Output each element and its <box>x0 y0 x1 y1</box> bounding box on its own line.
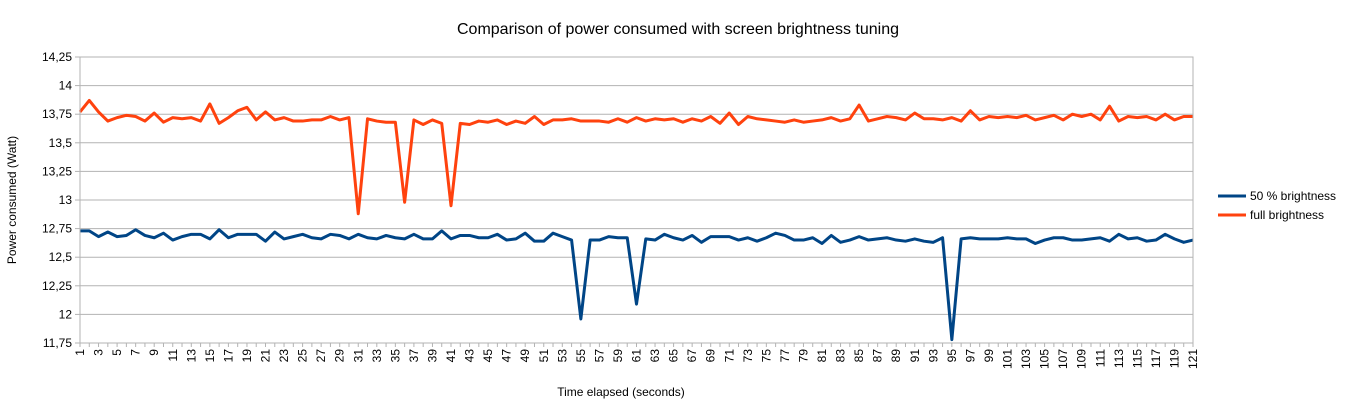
x-tick-label: 59 <box>611 349 625 363</box>
x-tick-label: 69 <box>704 349 718 363</box>
x-tick-label: 27 <box>314 349 328 363</box>
x-tick-label: 45 <box>481 349 495 363</box>
x-tick-label: 81 <box>815 349 829 363</box>
x-tick-label: 107 <box>1056 349 1070 369</box>
x-tick-label: 79 <box>796 349 810 363</box>
x-tick-label: 111 <box>1093 349 1107 368</box>
x-tick-label: 101 <box>1001 349 1015 369</box>
y-tick-label: 12,25 <box>42 279 72 293</box>
y-axis-label: Power consumed (Watt) <box>5 136 19 264</box>
x-tick-label: 63 <box>648 349 662 363</box>
x-tick-label: 121 <box>1186 349 1200 369</box>
x-tick-label: 49 <box>518 349 532 363</box>
y-tick-label: 14 <box>59 79 73 93</box>
x-tick-label: 73 <box>741 349 755 363</box>
x-tick-label: 109 <box>1075 349 1089 369</box>
x-tick-label: 113 <box>1112 349 1126 368</box>
x-tick-label: 99 <box>982 349 996 363</box>
plot-area-frame <box>79 56 1194 344</box>
y-tick-label: 12,5 <box>49 250 73 264</box>
x-tick-label: 23 <box>277 349 291 363</box>
x-tick-label: 35 <box>388 349 402 363</box>
x-tick-label: 97 <box>963 349 977 363</box>
x-tick-label: 55 <box>574 349 588 363</box>
x-tick-label: 31 <box>351 349 365 363</box>
x-tick-label: 7 <box>129 349 143 356</box>
x-tick-label: 61 <box>630 349 644 363</box>
x-axis-ticks: 1 3 5 7 9 11 13 15 17 19 21 23 25 27 29 31 33 35 37 39 41 43 4… <box>73 343 1200 369</box>
x-tick-label: 103 <box>1019 349 1033 369</box>
y-tick-label: 12,75 <box>42 222 72 236</box>
x-tick-label: 115 <box>1130 349 1144 368</box>
x-tick-label: 87 <box>871 349 885 363</box>
x-tick-label: 75 <box>759 349 773 363</box>
x-tick-label: 65 <box>667 349 681 363</box>
x-tick-label: 29 <box>333 349 347 363</box>
x-tick-label: 41 <box>444 349 458 363</box>
x-tick-label: 89 <box>889 349 903 363</box>
legend-label-50-brightness: 50 % brightness <box>1250 189 1336 203</box>
series-line-50-brightness <box>80 228 1194 342</box>
y-tick-label: 12 <box>59 307 73 321</box>
x-tick-label: 77 <box>778 349 792 363</box>
x-tick-label: 67 <box>685 349 699 363</box>
x-tick-label: 119 <box>1167 349 1181 368</box>
x-tick-label: 33 <box>370 349 384 363</box>
x-tick-label: 3 <box>92 349 106 356</box>
x-tick-label: 17 <box>221 349 235 363</box>
x-tick-label: 13 <box>184 349 198 363</box>
chart-title: Comparison of power consumed with screen… <box>457 21 899 38</box>
y-tick-label: 14,25 <box>42 50 72 64</box>
x-tick-label: 9 <box>147 349 161 356</box>
y-tick-label: 13,25 <box>42 164 72 178</box>
y-tick-label: 11,75 <box>43 336 72 350</box>
y-tick-label: 13,5 <box>49 136 73 150</box>
x-tick-label: 47 <box>500 349 514 363</box>
y-tick-label: 13 <box>59 193 73 207</box>
x-tick-label: 15 <box>203 349 217 363</box>
x-tick-label: 19 <box>240 349 254 363</box>
x-tick-label: 25 <box>296 349 310 363</box>
x-tick-label: 53 <box>555 349 569 363</box>
y-tick-label: 13,75 <box>42 107 72 121</box>
x-tick-label: 117 <box>1149 349 1163 368</box>
x-tick-label: 71 <box>722 349 736 363</box>
x-tick-label: 5 <box>110 349 124 356</box>
x-tick-label: 57 <box>592 349 606 363</box>
x-tick-label: 105 <box>1038 349 1052 369</box>
x-tick-label: 83 <box>834 349 848 363</box>
y-axis-ticks: 11,75 12 12,25 12,5 12,75 13 13,25 13,5 13,75 14 1… <box>42 50 80 350</box>
x-tick-label: 95 <box>945 349 959 363</box>
x-tick-label: 93 <box>926 349 940 363</box>
x-tick-label: 91 <box>908 349 922 363</box>
x-tick-label: 1 <box>73 349 87 356</box>
x-tick-label: 85 <box>852 349 866 363</box>
x-tick-label: 11 <box>166 349 180 362</box>
x-tick-label: 37 <box>407 349 421 363</box>
x-tick-label: 39 <box>425 349 439 363</box>
series-lines <box>78 98 1194 342</box>
x-tick-label: 43 <box>463 349 477 363</box>
legend-label-full-brightness: full brightness <box>1250 208 1324 222</box>
legend: 50 % brightness full brightness <box>1218 189 1336 222</box>
series-line-full-brightness <box>78 98 1193 216</box>
x-axis-label: Time elapsed (seconds) <box>557 385 685 399</box>
x-tick-label: 21 <box>259 349 273 363</box>
x-tick-label: 51 <box>537 349 551 363</box>
